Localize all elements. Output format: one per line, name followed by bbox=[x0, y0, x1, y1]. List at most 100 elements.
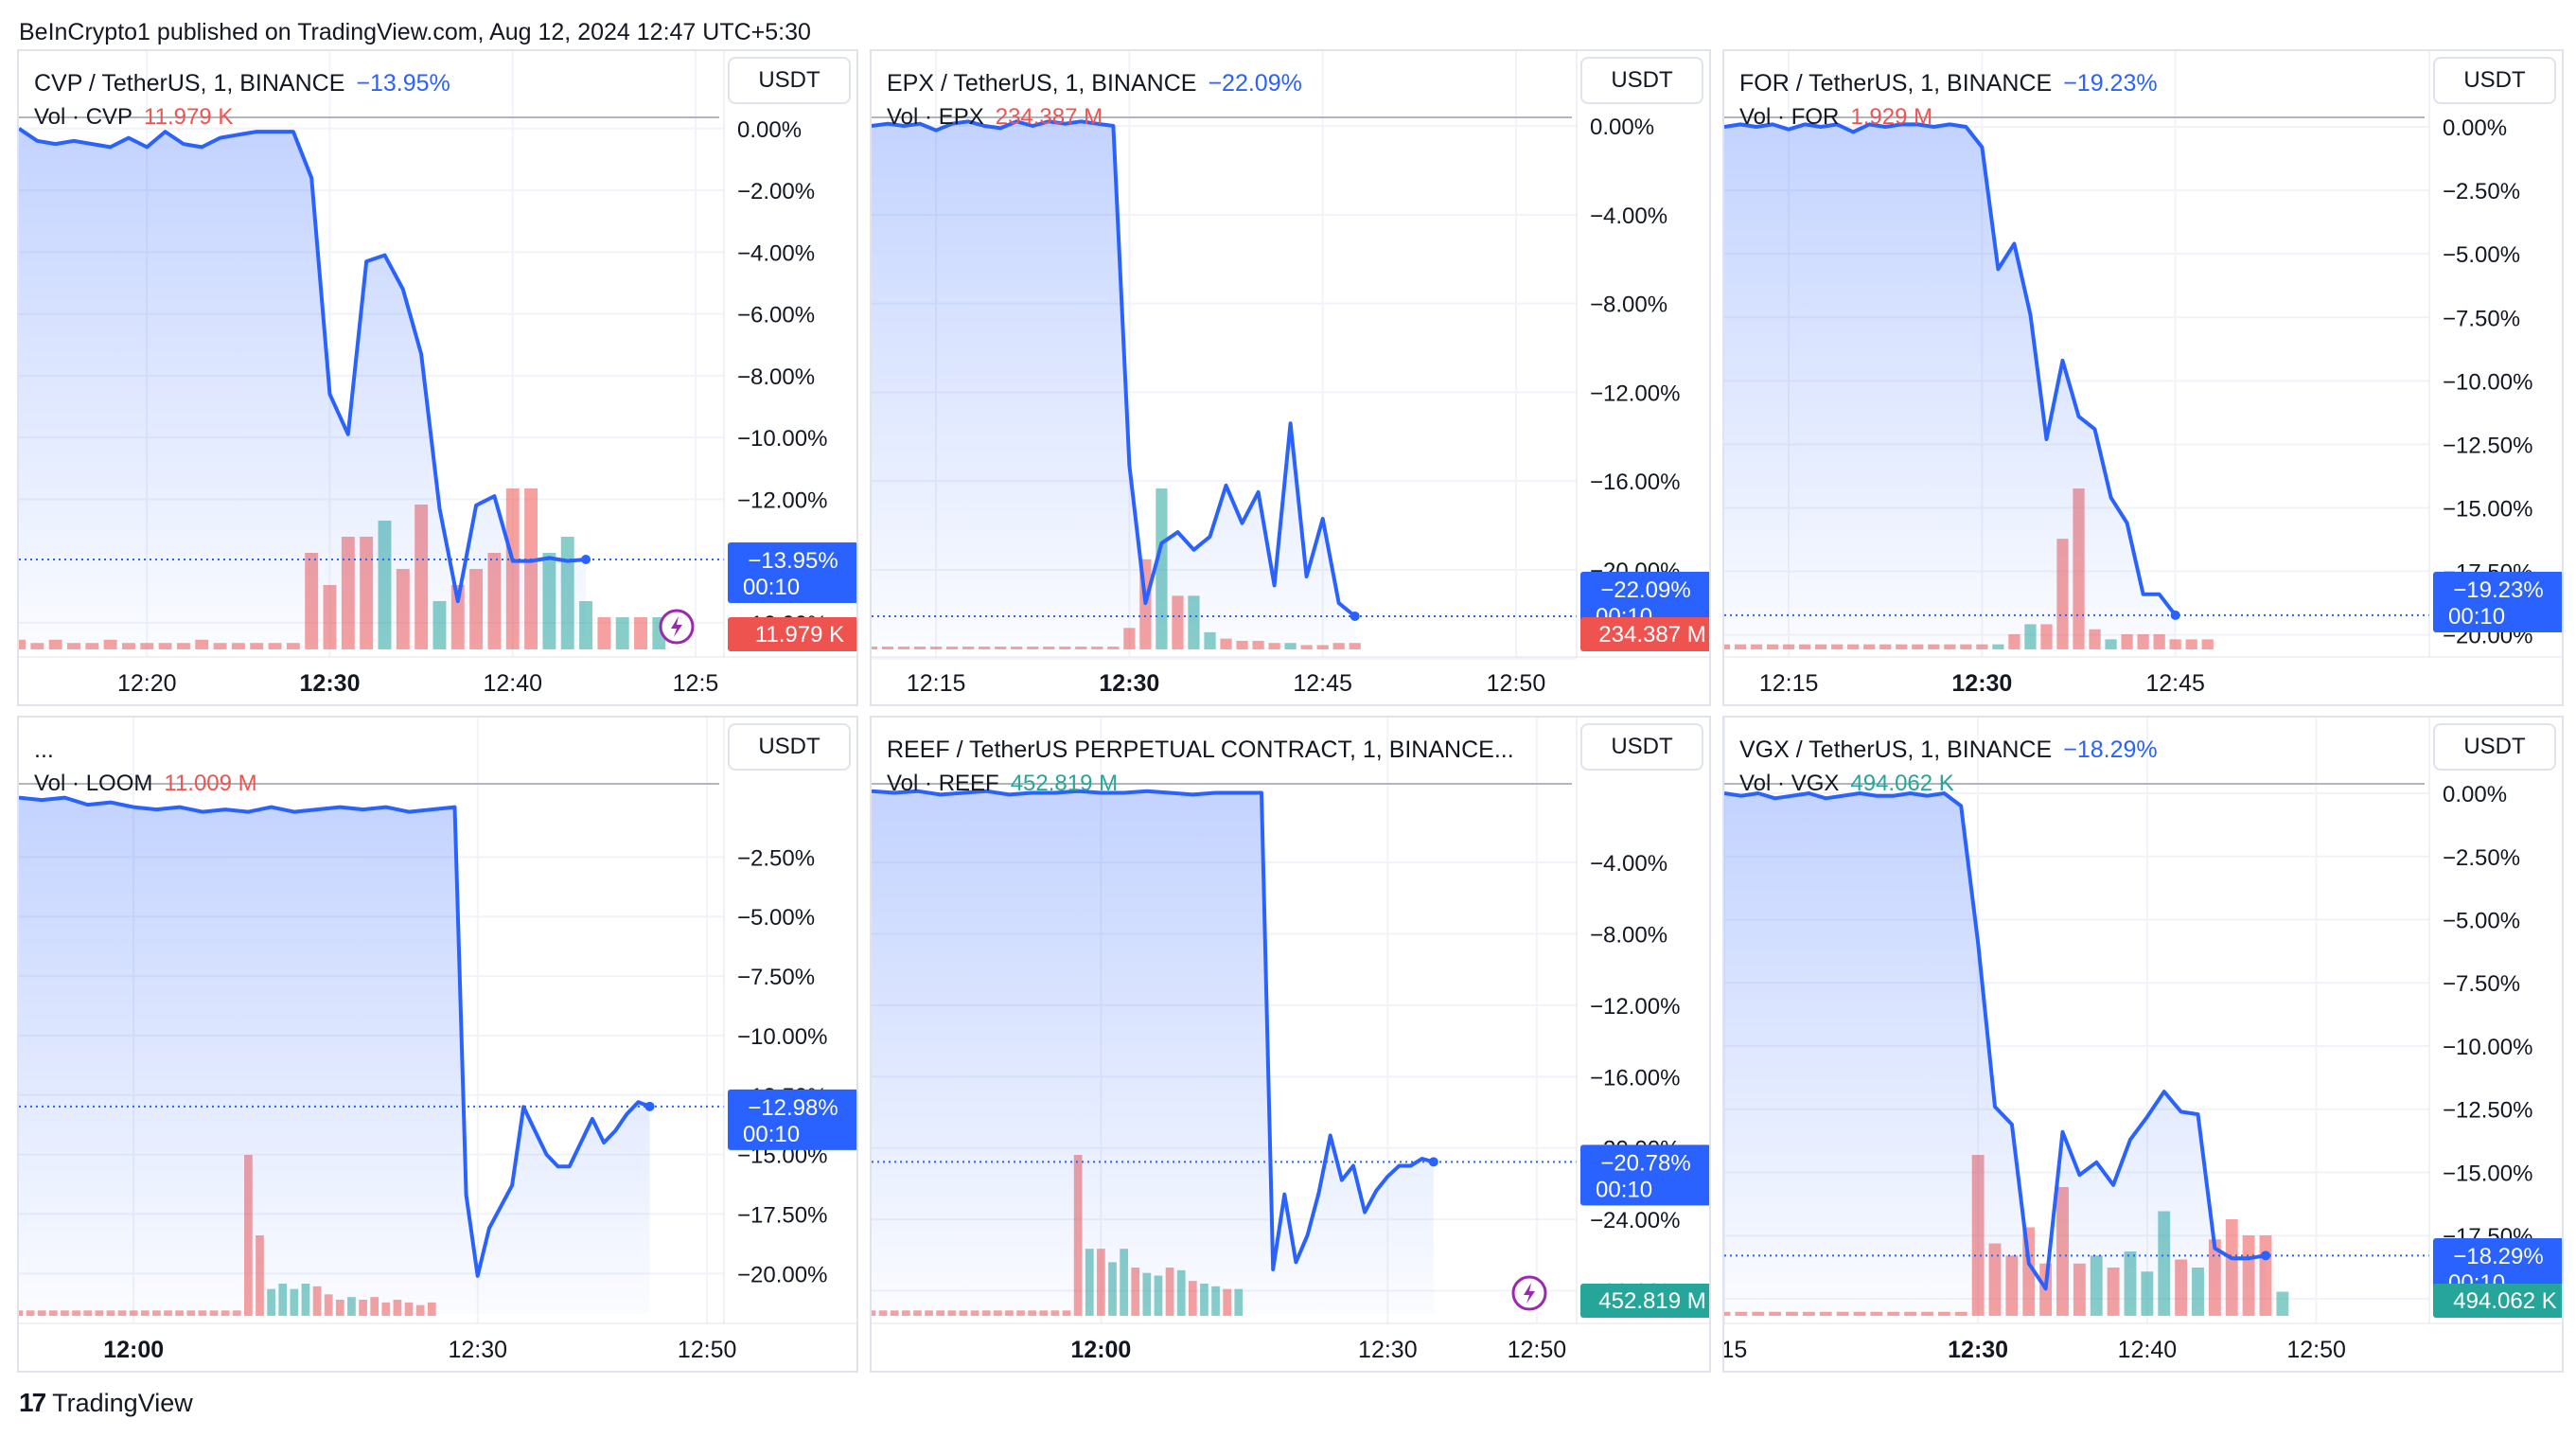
y-tick-label: −2.50% bbox=[2443, 179, 2520, 204]
x-tick-label: 12:30 bbox=[448, 1337, 507, 1363]
volume-bar bbox=[962, 647, 975, 649]
volume-legend: Vol · VGX 494.062 K bbox=[1739, 771, 1954, 797]
currency-button[interactable]: USDT bbox=[2433, 57, 2556, 104]
currency-button[interactable]: USDT bbox=[1580, 57, 1703, 104]
symbol-title[interactable]: CVP / TetherUS, 1, BINANCE bbox=[34, 70, 345, 97]
price-line bbox=[1724, 122, 2178, 617]
currency-button[interactable]: USDT bbox=[728, 57, 851, 104]
volume-bar bbox=[1349, 643, 1361, 649]
price-line bbox=[872, 119, 1356, 618]
volume-bar bbox=[615, 617, 629, 649]
y-tick-label: −16.00% bbox=[1590, 1065, 1680, 1091]
chart-panel-cvp[interactable]: 0.00% −2.00% −4.00% −6.00% −8.00% −10.00% −12.… bbox=[17, 49, 858, 706]
y-tick-label: −12.00% bbox=[1590, 381, 1680, 406]
symbol-title[interactable]: REEF / TetherUS PERPETUAL CONTRACT, 1, B… bbox=[887, 736, 1514, 763]
tradingview-logo-icon: 17 bbox=[19, 1388, 46, 1417]
price-badge bbox=[728, 1089, 856, 1150]
chart-panel-epx[interactable]: 0.00% −4.00% −8.00% −12.00% −16.00% −20.00% 12… bbox=[870, 49, 1711, 706]
volume-bar bbox=[2201, 639, 2214, 649]
x-tick-label: 12:30 bbox=[1358, 1337, 1418, 1363]
volume-label: Vol · VGX bbox=[1739, 771, 1840, 796]
chart-header: VGX / TetherUS, 1, BINANCE −18.29% bbox=[1739, 736, 2158, 764]
price-badge-countdown: 00:10 bbox=[743, 575, 800, 600]
chart-panel-loom[interactable]: −2.50%−5.00%−7.50%−10.00%−12.50%−15.00%−… bbox=[17, 716, 858, 1373]
y-tick-label: −15.00% bbox=[2443, 496, 2532, 522]
volume-badge-value: 234.387 M bbox=[1598, 622, 1705, 648]
symbol-title[interactable]: ... bbox=[34, 736, 54, 763]
volume-bar bbox=[995, 647, 1007, 649]
symbol-title[interactable]: VGX / TetherUS, 1, BINANCE bbox=[1739, 736, 2053, 763]
y-tick-label: 0.00% bbox=[737, 117, 802, 143]
y-tick-label: −16.00% bbox=[1590, 470, 1680, 495]
y-tick-label: −8.00% bbox=[1590, 293, 1667, 318]
chart-panel-for[interactable]: 0.00% −2.50% −5.00% −7.50% −10.00% −12.50% −15… bbox=[1722, 49, 2564, 706]
y-tick-label: −12.50% bbox=[2443, 433, 2532, 458]
chart-header: CVP / TetherUS, 1, BINANCE −13.95% bbox=[34, 70, 450, 98]
volume-legend: Vol · LOOM 11.009 M bbox=[34, 771, 257, 797]
x-tick-label: 12:00 bbox=[1070, 1337, 1131, 1363]
currency-button[interactable]: USDT bbox=[728, 723, 851, 771]
price-area-fill bbox=[19, 797, 650, 1314]
volume-bar bbox=[1027, 647, 1039, 649]
price-line bbox=[19, 795, 651, 1278]
chart-svg-cvp[interactable]: 0.00% −2.00% −4.00% −6.00% −8.00% −10.00% −12.… bbox=[19, 51, 858, 706]
y-tick-label: −2.50% bbox=[737, 845, 815, 871]
volume-bar bbox=[897, 647, 910, 649]
price-badge-countdown: 00:10 bbox=[1596, 1177, 1652, 1202]
price-area-fill bbox=[872, 790, 1434, 1314]
y-tick-label: 0.00% bbox=[2443, 115, 2507, 141]
chart-svg-for[interactable]: 0.00% −2.50% −5.00% −7.50% −10.00% −12.50% −15… bbox=[1724, 51, 2564, 706]
volume-bar bbox=[634, 617, 647, 649]
chart-panel-reef[interactable]: −4.00%−8.00%−12.00%−16.00%−20.00%−24.00%… bbox=[870, 716, 1711, 1373]
y-tick-label: −5.00% bbox=[737, 905, 815, 931]
y-tick-label: −5.00% bbox=[2443, 242, 2520, 268]
y-tick-label: −2.50% bbox=[2443, 845, 2520, 871]
price-badge bbox=[1580, 572, 1709, 632]
currency-button[interactable]: USDT bbox=[2433, 723, 2556, 771]
price-badge-countdown: 00:10 bbox=[743, 1122, 800, 1147]
price-line bbox=[19, 127, 587, 604]
chart-header: FOR / TetherUS, 1, BINANCE −19.23% bbox=[1739, 70, 2158, 98]
volume-badge bbox=[2433, 1284, 2562, 1318]
y-tick-label: −7.50% bbox=[2443, 971, 2520, 997]
y-tick-label: −10.00% bbox=[2443, 369, 2532, 395]
y-tick-label: −10.00% bbox=[2443, 1035, 2532, 1060]
volume-bar bbox=[1011, 647, 1023, 649]
volume-badge bbox=[1580, 1284, 1709, 1318]
chart-svg-vgx[interactable]: 0.00% −2.50% −5.00% −7.50% −10.00% −12.50% −15… bbox=[1724, 718, 2564, 1373]
x-tick-label: 12:50 bbox=[1487, 670, 1546, 697]
y-tick-label: −4.00% bbox=[1590, 204, 1667, 229]
x-tick-label: 12:30 bbox=[1099, 670, 1159, 697]
volume-bar bbox=[2185, 639, 2197, 649]
volume-bar bbox=[2276, 1291, 2289, 1316]
chart-svg-epx[interactable]: 0.00%−4.00%−8.00%−12.00%−16.00%−20.00%12… bbox=[872, 51, 1711, 706]
symbol-title[interactable]: EPX / TetherUS, 1, BINANCE bbox=[887, 70, 1197, 97]
price-area-fill bbox=[1724, 793, 2266, 1314]
volume-value: 234.387 M bbox=[995, 104, 1103, 130]
volume-value: 11.009 M bbox=[164, 771, 257, 796]
price-line bbox=[1724, 791, 2267, 1291]
change-percent: −19.23% bbox=[2063, 70, 2158, 97]
x-tick-label: 12:30 bbox=[1948, 1337, 2008, 1363]
y-tick-label: −12.50% bbox=[2443, 1098, 2532, 1124]
price-area-fill bbox=[872, 121, 1355, 648]
y-tick-label: −10.00% bbox=[737, 426, 827, 452]
tradingview-brand[interactable]: 17 TradingView bbox=[19, 1388, 193, 1418]
brand-name: TradingView bbox=[52, 1388, 193, 1417]
chart-svg-loom[interactable]: −2.50%−5.00%−7.50%−10.00%−12.50%−15.00%−… bbox=[19, 718, 858, 1373]
price-badge-countdown: 00:10 bbox=[2448, 604, 2505, 630]
x-tick-label: 12:40 bbox=[483, 670, 542, 697]
y-tick-label: −17.50% bbox=[737, 1202, 827, 1228]
y-tick-label: −2.00% bbox=[737, 179, 815, 204]
symbol-title[interactable]: FOR / TetherUS, 1, BINANCE bbox=[1739, 70, 2053, 97]
y-tick-label: −7.50% bbox=[737, 965, 815, 990]
volume-bar bbox=[945, 647, 959, 649]
currency-button[interactable]: USDT bbox=[1580, 723, 1703, 771]
volume-label: Vol · EPX bbox=[887, 104, 984, 130]
y-tick-label: −24.00% bbox=[1590, 1208, 1680, 1233]
volume-bar bbox=[881, 647, 894, 649]
chart-svg-reef[interactable]: −4.00%−8.00%−12.00%−16.00%−20.00%−24.00%… bbox=[872, 718, 1711, 1373]
change-percent: −22.09% bbox=[1208, 70, 1302, 97]
chart-panel-vgx[interactable]: 0.00% −2.50% −5.00% −7.50% −10.00% −12.50% −15… bbox=[1722, 716, 2564, 1373]
volume-bar bbox=[929, 647, 943, 649]
